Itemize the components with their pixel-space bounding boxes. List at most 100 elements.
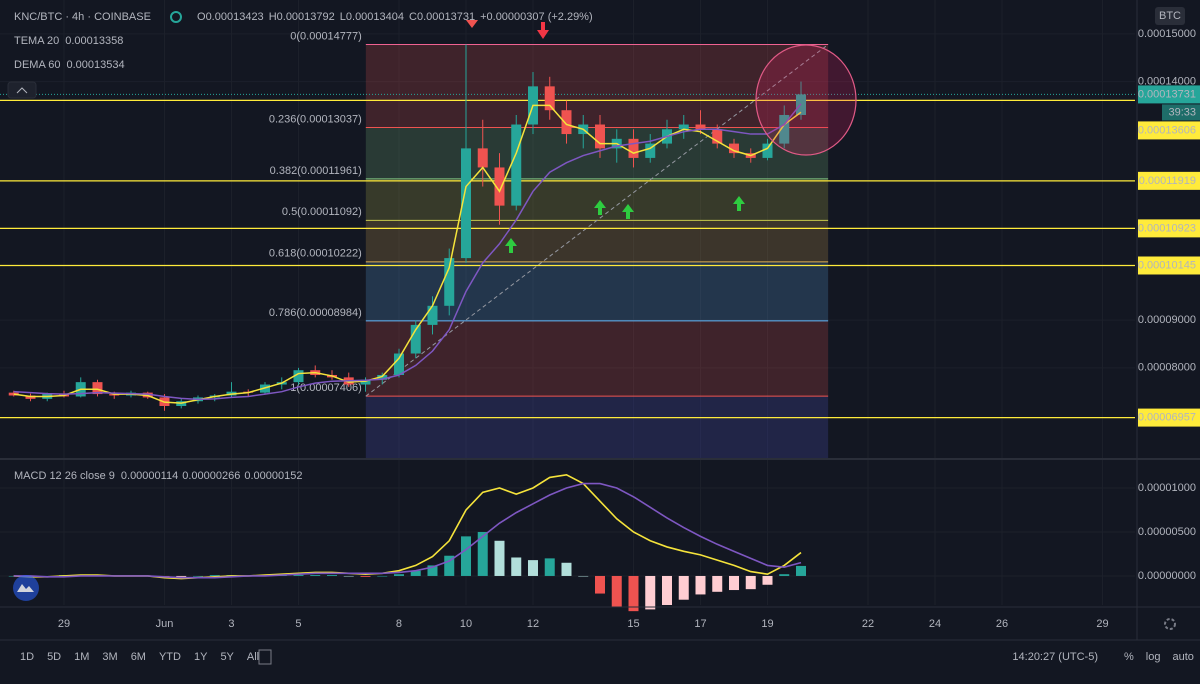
macd-histogram-bar <box>444 555 455 576</box>
macd-histogram-bar <box>645 575 656 610</box>
ohlc-value: 0.00013423 <box>206 11 264 23</box>
macd-histogram-bar <box>326 575 337 576</box>
chevron <box>16 87 28 94</box>
macd-histogram-bar <box>712 575 723 592</box>
fib-label: 0.382(0.00011961) <box>270 165 362 177</box>
y-tick-label: 0.00000500 <box>1138 526 1196 538</box>
fib-label: 0.786(0.00008984) <box>269 307 362 319</box>
range-button[interactable]: 1Y <box>194 651 208 663</box>
candle-body <box>477 148 488 168</box>
range-button[interactable]: YTD <box>159 651 181 663</box>
candle-body <box>511 124 522 206</box>
level-label: 0.00013606 <box>1138 124 1196 136</box>
up-arrow <box>594 200 606 215</box>
y-tick-label: 0.00000000 <box>1138 570 1196 582</box>
x-tick-label: 24 <box>929 618 941 630</box>
candle-body <box>728 143 739 154</box>
settings-button[interactable] <box>1164 618 1176 630</box>
macd-histogram-bar <box>310 575 321 576</box>
macd-histogram-bar <box>192 575 203 577</box>
fib-zone <box>365 261 829 321</box>
macd-histogram-bar <box>544 558 555 576</box>
candle-body <box>594 124 605 149</box>
macd-histogram-bar <box>527 560 538 576</box>
macd-histogram-bar <box>377 575 388 577</box>
macd-histogram-bar <box>561 562 572 576</box>
candle-body <box>460 148 471 259</box>
fib-zone <box>365 44 829 128</box>
fib-zone <box>365 178 829 221</box>
plot <box>8 44 806 612</box>
legend-value: 0.00013534 <box>66 59 124 71</box>
status-dot <box>170 11 182 23</box>
scale-option[interactable]: log <box>1146 651 1161 663</box>
y-tick-label: 0.00015000 <box>1138 28 1196 40</box>
candle-body <box>645 143 656 158</box>
macd-histogram-bar <box>611 575 622 607</box>
candle-body <box>360 379 371 385</box>
compare-button[interactable] <box>258 649 272 665</box>
candle-body <box>544 86 555 111</box>
range-button[interactable]: 3M <box>102 651 117 663</box>
macd-histogram-bar <box>360 575 371 577</box>
x-tick-label: 17 <box>694 618 706 630</box>
x-tick-label: 5 <box>295 618 301 630</box>
candle-body <box>410 324 421 354</box>
x-tick-label: 29 <box>58 618 70 630</box>
symbol: KNC/BTC · 4h · COINBASE <box>14 11 151 23</box>
range-button[interactable]: 5D <box>47 651 61 663</box>
x-tick-label: 15 <box>627 618 639 630</box>
macd-legend-value: 0.00000266 <box>182 470 240 482</box>
range-button[interactable]: All <box>247 651 259 663</box>
x-tick-label: 19 <box>761 618 773 630</box>
ohlc-key: O <box>197 11 206 23</box>
macd-histogram-bar <box>343 575 354 577</box>
range-button[interactable]: 1D <box>20 651 34 663</box>
level-label-box <box>1138 171 1200 190</box>
fib-label: 0(0.00014777) <box>290 30 362 42</box>
fib-label: 0.236(0.00013037) <box>269 113 362 125</box>
level-label-box <box>1138 121 1200 140</box>
range-button[interactable]: 6M <box>131 651 146 663</box>
macd-histogram-bar <box>695 575 706 595</box>
macd-histogram-bar <box>494 540 505 576</box>
scale-option[interactable]: % <box>1124 651 1134 663</box>
macd-histogram-bar <box>678 575 689 600</box>
currency-button[interactable] <box>1155 7 1185 25</box>
currency: BTC <box>1159 10 1181 22</box>
range-button[interactable]: 5Y <box>220 651 234 663</box>
overlay <box>466 20 857 253</box>
candle-body <box>8 392 19 396</box>
candle-body <box>293 370 304 383</box>
range-button[interactable]: 1M <box>74 651 89 663</box>
x-tick-label: 3 <box>228 618 234 630</box>
macd-histogram-bar <box>594 575 605 594</box>
macd-histogram-bar <box>795 565 806 576</box>
x-tick-label: 10 <box>460 618 472 630</box>
macd-histogram-bar <box>393 574 404 576</box>
up-arrow <box>505 238 517 253</box>
ohlc-key: L <box>340 11 346 23</box>
candle-body <box>92 382 103 395</box>
y-tick-label: 0.00014000 <box>1138 75 1196 87</box>
indicator-line <box>13 103 802 401</box>
collapse-button[interactable] <box>7 81 37 99</box>
y-tick-label: 0.00008000 <box>1138 362 1196 374</box>
ohlc-key: H <box>269 11 277 23</box>
candle-body <box>494 167 505 206</box>
candle-body <box>712 129 723 144</box>
macd-legend-value: 0.00000152 <box>244 470 302 482</box>
fib-zone <box>365 396 829 458</box>
labels: 29 Jun 3 5 8 10 12 15 17 19 22 24 26 29 0.00015000 0.00… <box>14 11 1200 663</box>
macd-histogram-bar <box>745 575 756 590</box>
level-label: 0.00006957 <box>1138 411 1196 423</box>
fib-zone <box>365 220 829 262</box>
up-arrow <box>622 204 634 219</box>
legend-name: DEMA 60 <box>14 59 60 71</box>
macd-histogram-bar <box>460 536 471 576</box>
x-tick-label: 22 <box>862 618 874 630</box>
macd-histogram-bar <box>628 575 639 612</box>
scale-option[interactable]: auto <box>1172 651 1193 663</box>
macd-histogram-bar <box>293 575 304 576</box>
